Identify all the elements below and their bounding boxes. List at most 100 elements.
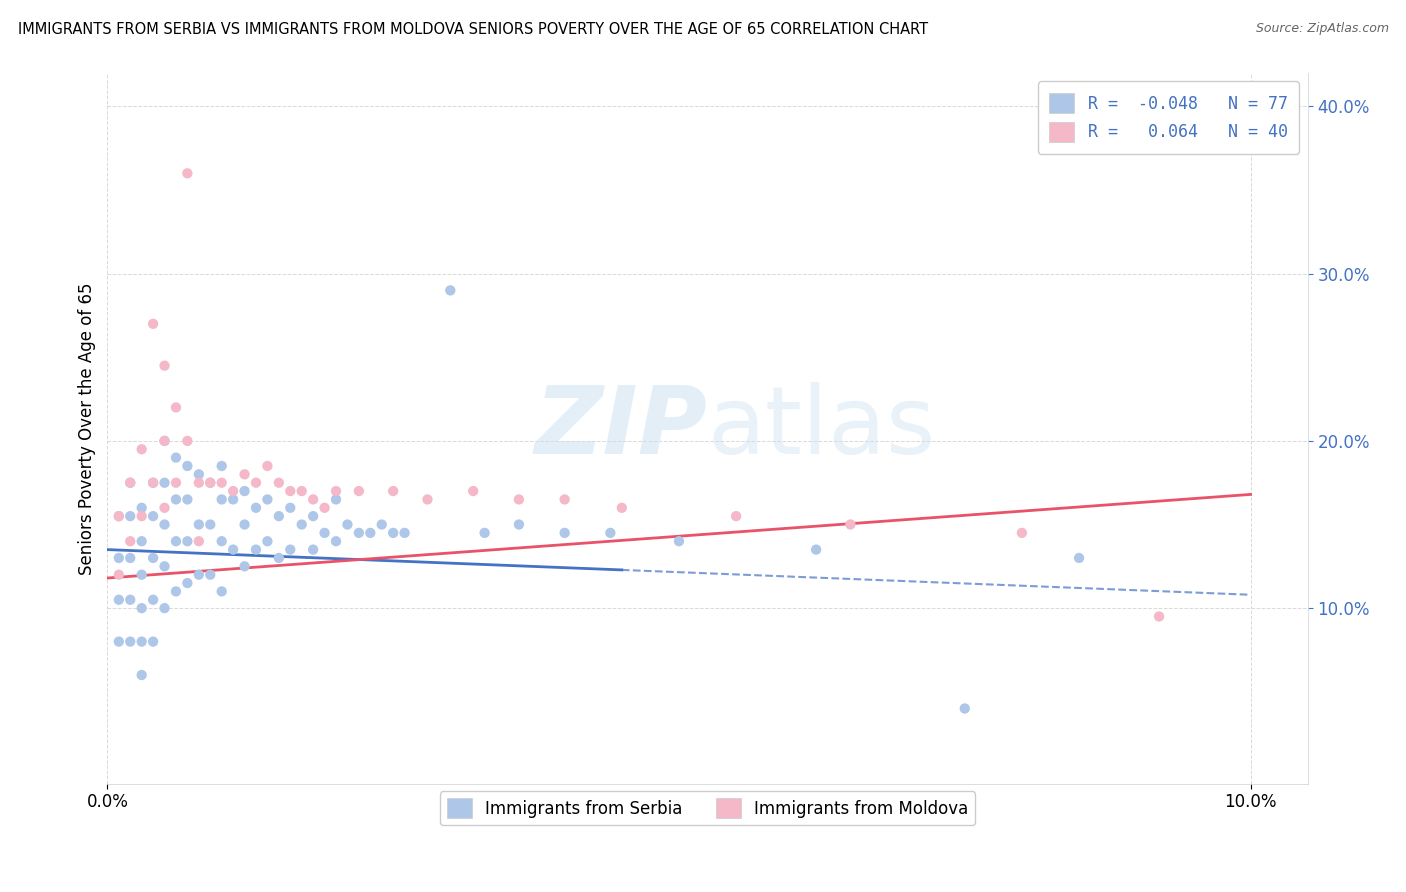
Point xyxy=(142,634,165,648)
Point xyxy=(371,517,394,532)
Point xyxy=(278,542,301,557)
Point xyxy=(120,634,142,648)
Point xyxy=(108,592,131,607)
Point xyxy=(359,525,381,540)
Y-axis label: Seniors Poverty Over the Age of 65: Seniors Poverty Over the Age of 65 xyxy=(79,282,96,574)
Point xyxy=(153,434,176,448)
Point xyxy=(416,492,439,507)
Point xyxy=(200,475,222,490)
Point xyxy=(200,475,222,490)
Point xyxy=(142,317,165,331)
Point xyxy=(278,484,301,499)
Point xyxy=(839,517,862,532)
Point xyxy=(233,484,256,499)
Text: Source: ZipAtlas.com: Source: ZipAtlas.com xyxy=(1256,22,1389,36)
Point xyxy=(302,542,325,557)
Point xyxy=(725,509,748,524)
Point xyxy=(153,475,176,490)
Point xyxy=(953,701,976,715)
Point xyxy=(120,551,142,566)
Point xyxy=(120,534,142,549)
Point xyxy=(668,534,690,549)
Point xyxy=(108,509,131,524)
Point xyxy=(508,492,530,507)
Point xyxy=(176,534,198,549)
Point xyxy=(382,525,405,540)
Point xyxy=(291,517,314,532)
Point xyxy=(336,517,359,532)
Point xyxy=(153,359,176,373)
Point xyxy=(131,601,153,615)
Point xyxy=(394,525,416,540)
Point xyxy=(314,500,336,515)
Text: IMMIGRANTS FROM SERBIA VS IMMIGRANTS FROM MOLDOVA SENIORS POVERTY OVER THE AGE O: IMMIGRANTS FROM SERBIA VS IMMIGRANTS FRO… xyxy=(18,22,928,37)
Point xyxy=(108,509,131,524)
Point xyxy=(165,584,187,599)
Point xyxy=(222,484,245,499)
Point xyxy=(599,525,621,540)
Point xyxy=(610,500,633,515)
Point xyxy=(165,450,187,465)
Point xyxy=(222,492,245,507)
Point xyxy=(131,442,153,457)
Point xyxy=(120,475,142,490)
Point xyxy=(508,517,530,532)
Point xyxy=(153,517,176,532)
Point xyxy=(256,458,278,473)
Point xyxy=(463,484,485,499)
Point xyxy=(187,534,209,549)
Point xyxy=(187,517,209,532)
Point xyxy=(211,584,233,599)
Point xyxy=(131,668,153,682)
Legend: Immigrants from Serbia, Immigrants from Moldova: Immigrants from Serbia, Immigrants from … xyxy=(440,791,974,825)
Point xyxy=(211,475,233,490)
Point xyxy=(131,634,153,648)
Point xyxy=(131,567,153,582)
Point xyxy=(347,525,370,540)
Point xyxy=(165,534,187,549)
Point xyxy=(176,458,198,473)
Point xyxy=(153,601,176,615)
Point xyxy=(302,492,325,507)
Text: ZIP: ZIP xyxy=(534,383,707,475)
Point xyxy=(153,434,176,448)
Point xyxy=(131,509,153,524)
Point xyxy=(165,492,187,507)
Point xyxy=(120,475,142,490)
Point xyxy=(554,525,576,540)
Point xyxy=(804,542,827,557)
Point xyxy=(325,484,347,499)
Point xyxy=(211,458,233,473)
Point xyxy=(142,551,165,566)
Point xyxy=(153,559,176,574)
Point xyxy=(233,517,256,532)
Point xyxy=(233,467,256,482)
Point xyxy=(142,475,165,490)
Point xyxy=(1147,609,1170,624)
Point xyxy=(314,525,336,540)
Point xyxy=(267,509,290,524)
Point xyxy=(176,166,198,180)
Point xyxy=(211,534,233,549)
Point xyxy=(256,492,278,507)
Point xyxy=(347,484,370,499)
Point xyxy=(187,475,209,490)
Point xyxy=(245,542,267,557)
Point xyxy=(474,525,496,540)
Point xyxy=(200,567,222,582)
Point xyxy=(131,500,153,515)
Point xyxy=(1067,551,1090,566)
Point xyxy=(108,551,131,566)
Point xyxy=(165,475,187,490)
Point xyxy=(256,534,278,549)
Point xyxy=(108,634,131,648)
Point xyxy=(131,534,153,549)
Point xyxy=(142,592,165,607)
Point xyxy=(153,500,176,515)
Point xyxy=(291,484,314,499)
Point xyxy=(200,517,222,532)
Point xyxy=(108,567,131,582)
Point xyxy=(211,492,233,507)
Point xyxy=(278,500,301,515)
Point xyxy=(142,475,165,490)
